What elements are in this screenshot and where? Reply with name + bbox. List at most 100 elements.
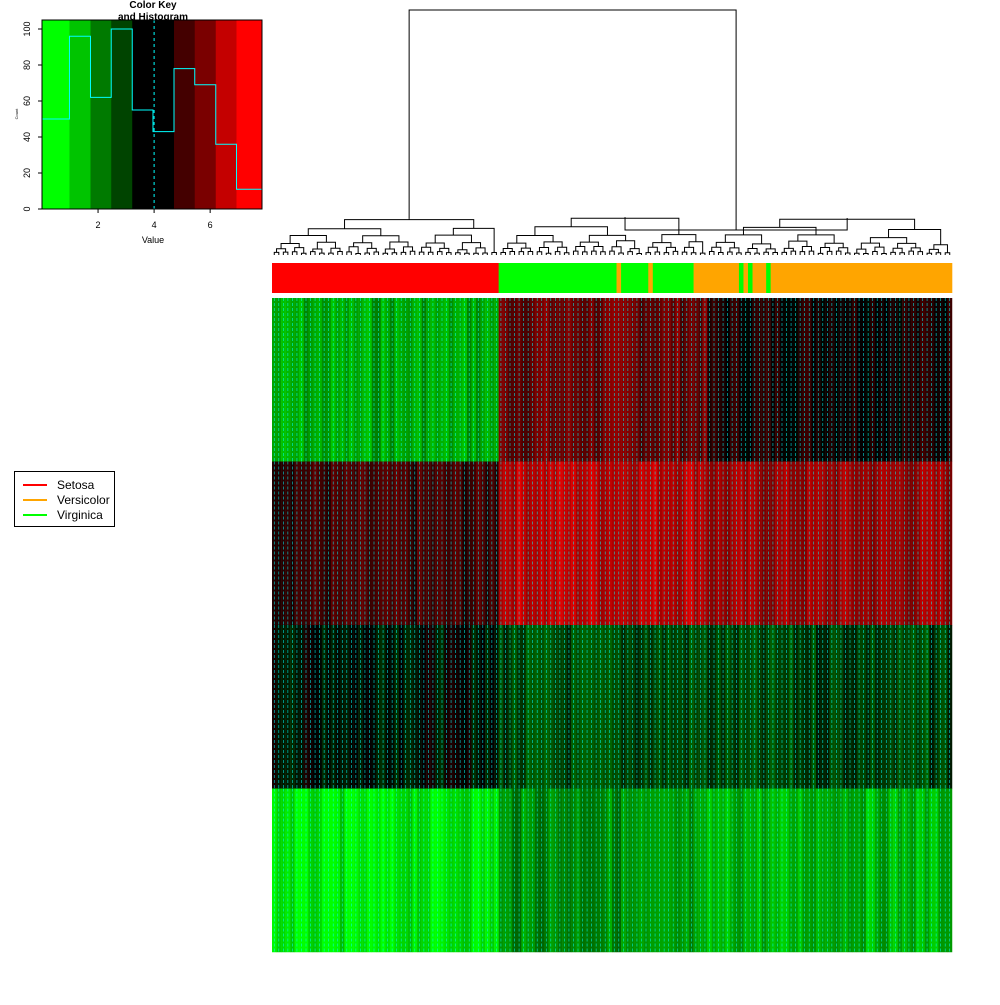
dendrogram-link — [763, 251, 769, 255]
dendrogram-link — [781, 251, 788, 255]
dendrogram-link — [616, 240, 636, 249]
dendrogram-link — [319, 252, 325, 255]
dendrogram-link — [421, 246, 432, 253]
dendrogram-link — [892, 247, 903, 253]
dendrogram-link — [473, 252, 479, 255]
dendrogram-link — [312, 248, 323, 254]
dendrogram-link — [543, 241, 563, 248]
group-legend: Setosa Versicolor Virginica — [14, 471, 115, 527]
dendrogram-link — [609, 250, 615, 255]
dendrogram-link — [699, 252, 706, 255]
color-key-bin — [194, 20, 217, 209]
dendrogram-link — [461, 242, 482, 250]
dendrogram-link — [591, 250, 597, 255]
legend-label-virginica: Virginica — [57, 508, 103, 522]
side-color-virginica — [766, 263, 771, 293]
dendrogram-link — [516, 234, 554, 244]
dendrogram-link — [665, 246, 676, 253]
dendrogram-link — [801, 246, 812, 252]
dendrogram-link — [797, 234, 835, 244]
color-key-bin — [42, 20, 70, 209]
dendrogram-link — [790, 250, 797, 255]
dendrogram-link — [391, 252, 398, 255]
side-color-versicolor — [693, 263, 740, 293]
dendrogram-link — [745, 251, 751, 255]
color-key-bin — [69, 20, 91, 209]
dendrogram-link — [838, 247, 849, 254]
legend-label-versicolor: Versicolor — [57, 493, 110, 507]
side-color-virginica — [498, 263, 617, 293]
dendrogram-link — [418, 251, 425, 255]
dendrogram-link — [475, 247, 486, 254]
dendrogram-link — [618, 252, 624, 255]
y-tick-label: 60 — [22, 96, 32, 106]
dendrogram-link — [820, 246, 831, 254]
dendrogram-link — [765, 248, 776, 253]
dendrogram-link — [872, 251, 878, 255]
dendrogram-link — [364, 252, 370, 255]
dendrogram-link — [545, 252, 552, 255]
dendrogram-link — [446, 252, 452, 255]
dendrogram-link — [348, 246, 359, 254]
dendrogram-link — [408, 9, 737, 230]
dendrogram-link — [328, 252, 334, 255]
color-key-bin — [152, 20, 175, 209]
dendrogram-link — [491, 252, 497, 255]
side-color-versicolor — [616, 263, 622, 293]
dendrogram-link — [346, 251, 352, 255]
dendrogram-link — [500, 251, 506, 255]
dendrogram-link — [863, 252, 869, 255]
dendrogram-link — [747, 247, 758, 254]
heatmap-body — [272, 298, 953, 953]
dendrogram-link — [645, 252, 652, 255]
dendrogram-link — [337, 250, 343, 255]
dendrogram-link — [502, 247, 513, 253]
dendrogram-link — [294, 247, 305, 254]
color-key-bin — [111, 20, 133, 209]
dendrogram-link — [736, 252, 742, 255]
dendrogram-link — [715, 241, 735, 248]
dendrogram-link — [310, 251, 316, 255]
dendrogram-link — [688, 241, 704, 254]
x-tick-label: 6 — [208, 220, 213, 230]
dendrogram-link — [527, 251, 534, 255]
dendrogram-link — [681, 251, 688, 255]
side-color-versicolor — [752, 263, 767, 293]
dendrogram-link — [908, 250, 914, 255]
side-color-versicolor — [648, 263, 654, 293]
dendrogram-link — [869, 237, 908, 244]
dendrogram-link — [654, 251, 661, 255]
color-key-y-axis: 0 20 40 60 80 100 — [22, 21, 43, 212]
dendrogram-link — [627, 251, 633, 255]
dendrogram-link — [826, 250, 833, 255]
legend-line-versicolor — [23, 499, 47, 501]
dendrogram-link — [572, 250, 579, 255]
dendrogram-link — [600, 251, 606, 255]
x-tick-label: 4 — [152, 220, 157, 230]
dendrogram-link — [899, 252, 905, 255]
dendrogram-link — [772, 251, 778, 255]
dendrogram-link — [844, 252, 851, 255]
dendrogram-link — [362, 235, 400, 243]
dendrogram-link — [727, 251, 733, 255]
side-color-virginica — [748, 263, 753, 293]
legend-item-setosa: Setosa — [23, 478, 94, 492]
y-tick-label: 40 — [22, 132, 32, 142]
dendrogram-link — [464, 252, 470, 255]
dendrogram-link — [276, 248, 287, 253]
color-key-bin — [132, 20, 154, 209]
side-color-virginica — [738, 263, 744, 293]
side-color-setosa — [272, 263, 499, 293]
legend-label-setosa: Setosa — [57, 478, 95, 492]
color-key-bin — [90, 20, 112, 209]
color-key-bin — [236, 20, 263, 209]
dendrogram-link — [729, 247, 740, 253]
dendrogram-link — [434, 234, 472, 244]
dendrogram-link — [563, 252, 570, 255]
dendrogram-link — [944, 252, 951, 255]
dendrogram-link — [854, 252, 860, 255]
dendrogram-link — [742, 226, 817, 235]
legend-line-virginica — [23, 514, 47, 516]
